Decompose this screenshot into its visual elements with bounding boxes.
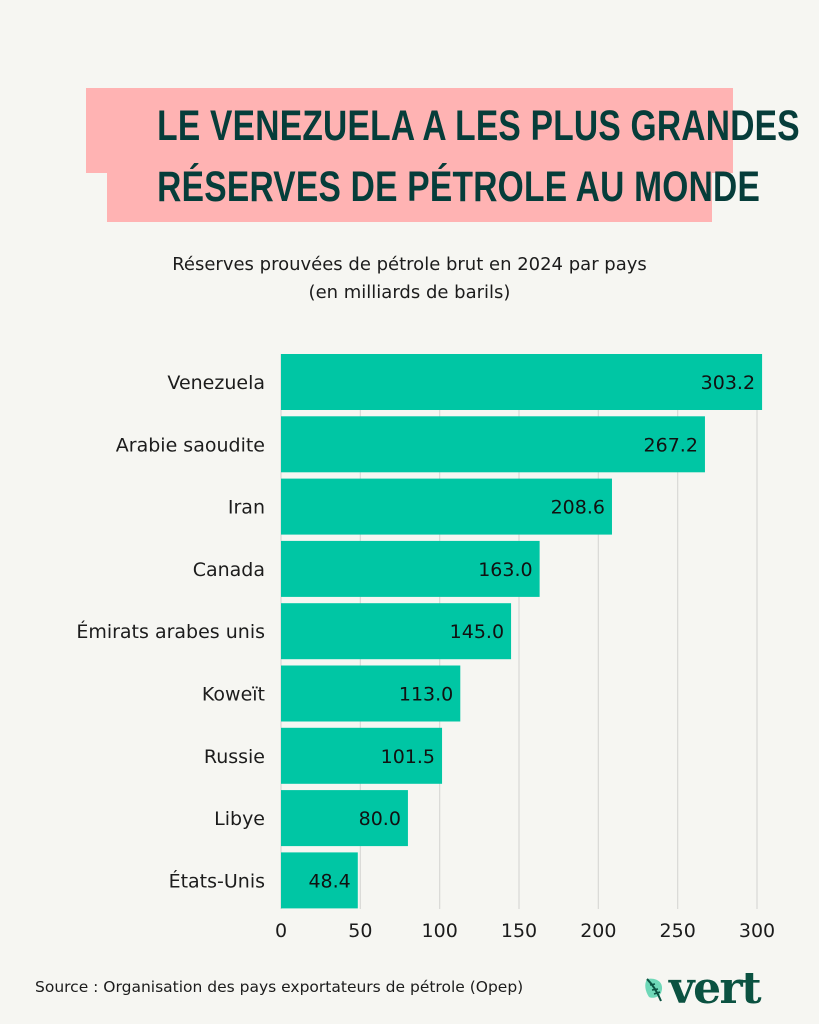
- bar: [281, 603, 512, 660]
- vert-logo[interactable]: vert: [643, 963, 762, 1014]
- bar: [281, 790, 408, 847]
- source-note: Source : Organisation des pays exportate…: [35, 978, 524, 996]
- page-title: LE VENEZUELA A LES PLUS GRANDES RÉSERVES…: [157, 96, 800, 218]
- bar: [281, 354, 763, 410]
- x-axis-ticks: 0 50 100 150 200 250 300: [275, 920, 775, 942]
- title-line-1: LE VENEZUELA A LES PLUS GRANDES: [157, 102, 800, 150]
- x-tick-label: 300: [739, 920, 775, 942]
- value-label: 303.2: [701, 372, 755, 394]
- chart-subtitle: Réserves prouvées de pétrole brut en 202…: [0, 251, 819, 307]
- x-tick-label: 100: [422, 920, 458, 942]
- value-label: 80.0: [359, 808, 401, 830]
- category-label: Russie: [204, 746, 265, 768]
- subtitle-line-1: Réserves prouvées de pétrole brut en 202…: [172, 254, 647, 275]
- category-label: Émirats arabes unis: [76, 620, 265, 643]
- value-label: 163.0: [478, 559, 532, 581]
- bar: [281, 665, 461, 722]
- value-labels: 303.2 267.2 208.6 163.0 145.0 113.0 101.5 80.0 4…: [308, 372, 755, 892]
- logo-text: vert: [669, 963, 762, 1014]
- category-label: Venezuela: [167, 372, 265, 394]
- category-label: Canada: [193, 559, 265, 581]
- x-tick-label: 150: [501, 920, 537, 942]
- x-tick-label: 200: [580, 920, 616, 942]
- bar: [281, 852, 358, 909]
- bar: [281, 727, 443, 784]
- x-tick-label: 0: [275, 920, 287, 942]
- category-label: États-Unis: [169, 869, 265, 892]
- value-label: 48.4: [308, 870, 350, 892]
- value-label: 208.6: [551, 497, 605, 519]
- category-labels: Venezuela Arabie saoudite Iran Canada Émirat…: [76, 372, 265, 892]
- leaf-icon: [645, 978, 663, 1002]
- value-label: 113.0: [399, 684, 453, 706]
- bar: [281, 478, 612, 535]
- title-box-line1: [86, 88, 733, 173]
- x-tick-label: 50: [348, 920, 372, 942]
- category-label: Arabie saoudite: [116, 434, 265, 456]
- value-label: 145.0: [450, 621, 504, 643]
- value-label: 101.5: [381, 746, 435, 768]
- value-label: 267.2: [644, 434, 698, 456]
- category-label: Libye: [214, 808, 265, 830]
- title-box-line2: [107, 170, 712, 222]
- bar: [281, 416, 705, 473]
- bars: [281, 354, 763, 909]
- subtitle-line-2: (en milliards de barils): [308, 282, 511, 303]
- category-label: Koweït: [202, 684, 265, 706]
- bar: [281, 540, 540, 597]
- x-tick-label: 250: [660, 920, 696, 942]
- bar-chart: Venezuela Arabie saoudite Iran Canada Émirat…: [76, 354, 775, 942]
- category-label: Iran: [228, 497, 265, 519]
- title-line-2: RÉSERVES DE PÉTROLE AU MONDE: [157, 163, 761, 211]
